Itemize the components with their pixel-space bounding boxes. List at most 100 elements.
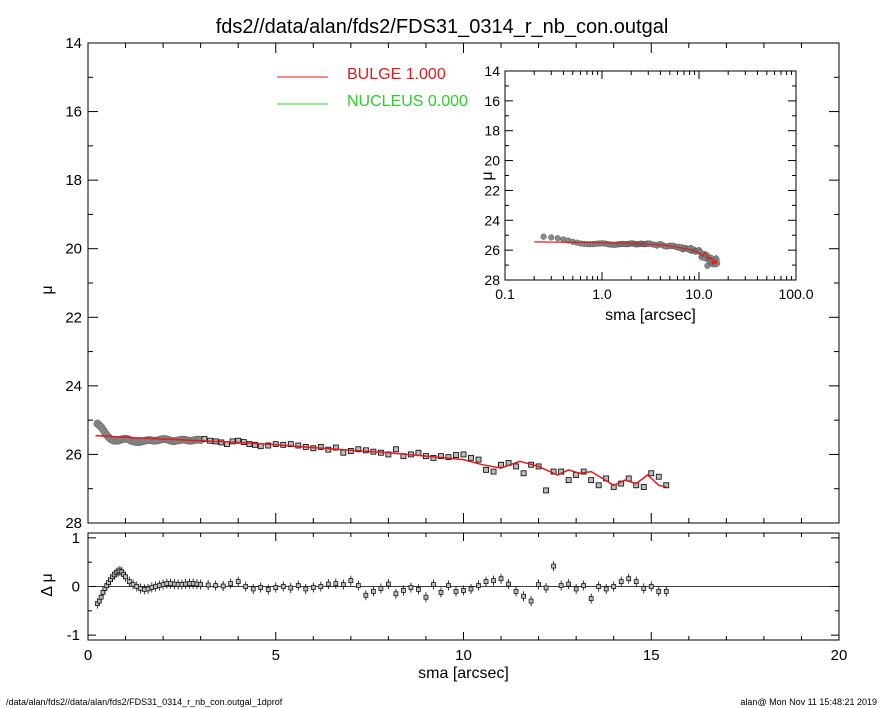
residual-data-point <box>258 585 264 590</box>
residual-data-point <box>423 594 429 600</box>
residual-data-point <box>611 584 617 589</box>
residual-data-point <box>656 589 662 594</box>
residual-data-point <box>356 583 361 588</box>
main-data-point <box>415 449 422 456</box>
inset-y-tick-label: 20 <box>484 153 500 169</box>
main-data-point <box>453 452 459 459</box>
main-data-point <box>655 473 662 480</box>
residual-data-point <box>194 581 200 587</box>
residual-data-point <box>98 594 104 600</box>
residual-data-point <box>130 582 136 587</box>
residual-data-point <box>431 582 436 587</box>
residual-data-point <box>596 584 602 589</box>
inset-data-point <box>540 233 547 240</box>
residual-x-tick-label: 20 <box>831 647 848 664</box>
residual-data-point <box>273 585 279 590</box>
main-data-point <box>295 442 302 449</box>
inset-x-tick-label: 1.0 <box>592 286 612 302</box>
main-data-point <box>355 446 362 453</box>
residual-data-point <box>446 583 451 588</box>
residual-data-point <box>96 598 102 604</box>
main-y-tick-label: 16 <box>65 104 82 121</box>
main-data-point <box>663 482 670 489</box>
main-data-point <box>246 441 253 448</box>
residual-data-point <box>213 583 219 588</box>
residual-data-point <box>141 587 147 592</box>
residual-data-point <box>483 579 489 584</box>
inset-y-tick-label: 18 <box>484 123 500 139</box>
residual-data-point <box>633 579 639 584</box>
x-axis-title: sma [arcsec] <box>418 665 509 682</box>
residual-data-point <box>168 581 173 586</box>
residual-data-point <box>318 584 324 589</box>
main-data-point <box>483 466 489 473</box>
inset-y-axis-title: μ <box>479 171 496 180</box>
residual-data-point <box>348 578 354 584</box>
residual-data-point <box>393 591 399 597</box>
residual-data-point <box>416 587 421 592</box>
bulge-model-line <box>95 434 667 488</box>
main-data-point <box>580 468 587 475</box>
residual-data-point <box>179 582 185 587</box>
residual-data-point <box>164 581 170 586</box>
main-data-point <box>565 477 572 484</box>
residual-data-point <box>198 582 203 587</box>
footer-left-text: /data/alan/fds2//data/alan/fds2/FDS31_03… <box>6 697 283 707</box>
residual-data-point <box>340 582 346 587</box>
inset-x-tick-label: 100.0 <box>778 286 813 302</box>
residual-data-point <box>145 586 151 592</box>
residual-y-tick-label: 0 <box>72 579 80 596</box>
residual-data-point <box>461 588 466 593</box>
main-data-point <box>468 454 474 461</box>
residual-data-point <box>566 581 571 587</box>
residual-data-point <box>153 584 158 589</box>
residual-data-point <box>648 584 654 589</box>
main-data-point <box>543 487 550 494</box>
residual-data-point <box>250 586 256 592</box>
residual-data-point <box>220 583 226 589</box>
residual-data-point <box>513 589 519 594</box>
residual-data-point <box>663 589 669 594</box>
inset-y-tick-label: 16 <box>484 93 500 109</box>
residual-data-point <box>438 589 444 595</box>
inset-y-tick-label: 14 <box>484 63 500 79</box>
main-data-point <box>460 451 467 458</box>
residual-data-point <box>295 583 301 588</box>
main-data-point <box>340 449 347 456</box>
inset-x-tick-label: 10.0 <box>685 286 712 302</box>
main-data-point <box>325 446 332 453</box>
main-plot-frame <box>87 42 840 524</box>
residual-data-point <box>126 579 132 584</box>
residual-data-point <box>371 589 376 594</box>
residual-data-point <box>138 586 143 591</box>
residual-data-point <box>333 581 339 586</box>
residual-data-point <box>235 579 241 584</box>
residual-data-point <box>190 581 196 586</box>
residual-data-point <box>491 578 496 584</box>
main-panel: 14 16 18 20 22 24 26 28 μ <box>39 35 840 532</box>
residual-data-point <box>558 583 564 588</box>
inset-data-point <box>560 236 567 243</box>
residual-data-point <box>134 584 140 589</box>
residual-data-point <box>172 581 177 587</box>
residual-data-point <box>149 585 155 590</box>
residual-x-tick-label: 0 <box>84 647 92 664</box>
inset-y-tick-label: 22 <box>484 182 500 198</box>
residual-data-point <box>183 581 188 587</box>
residual-data-point <box>543 585 549 591</box>
main-data-point <box>385 451 392 458</box>
residual-data-point <box>310 585 316 590</box>
residual-data-point <box>581 583 587 588</box>
main-data-point <box>317 443 324 450</box>
residual-y-tick-label: 1 <box>72 530 80 547</box>
residual-data-point <box>363 592 369 598</box>
residual-data-point <box>123 574 128 580</box>
residual-data-point <box>280 584 286 589</box>
main-data-point <box>332 444 339 451</box>
residual-data-point <box>551 563 556 569</box>
residual-x-tick-label: 5 <box>272 647 280 664</box>
residual-x-tick-label: 15 <box>643 647 660 664</box>
residual-data-point <box>588 596 594 602</box>
